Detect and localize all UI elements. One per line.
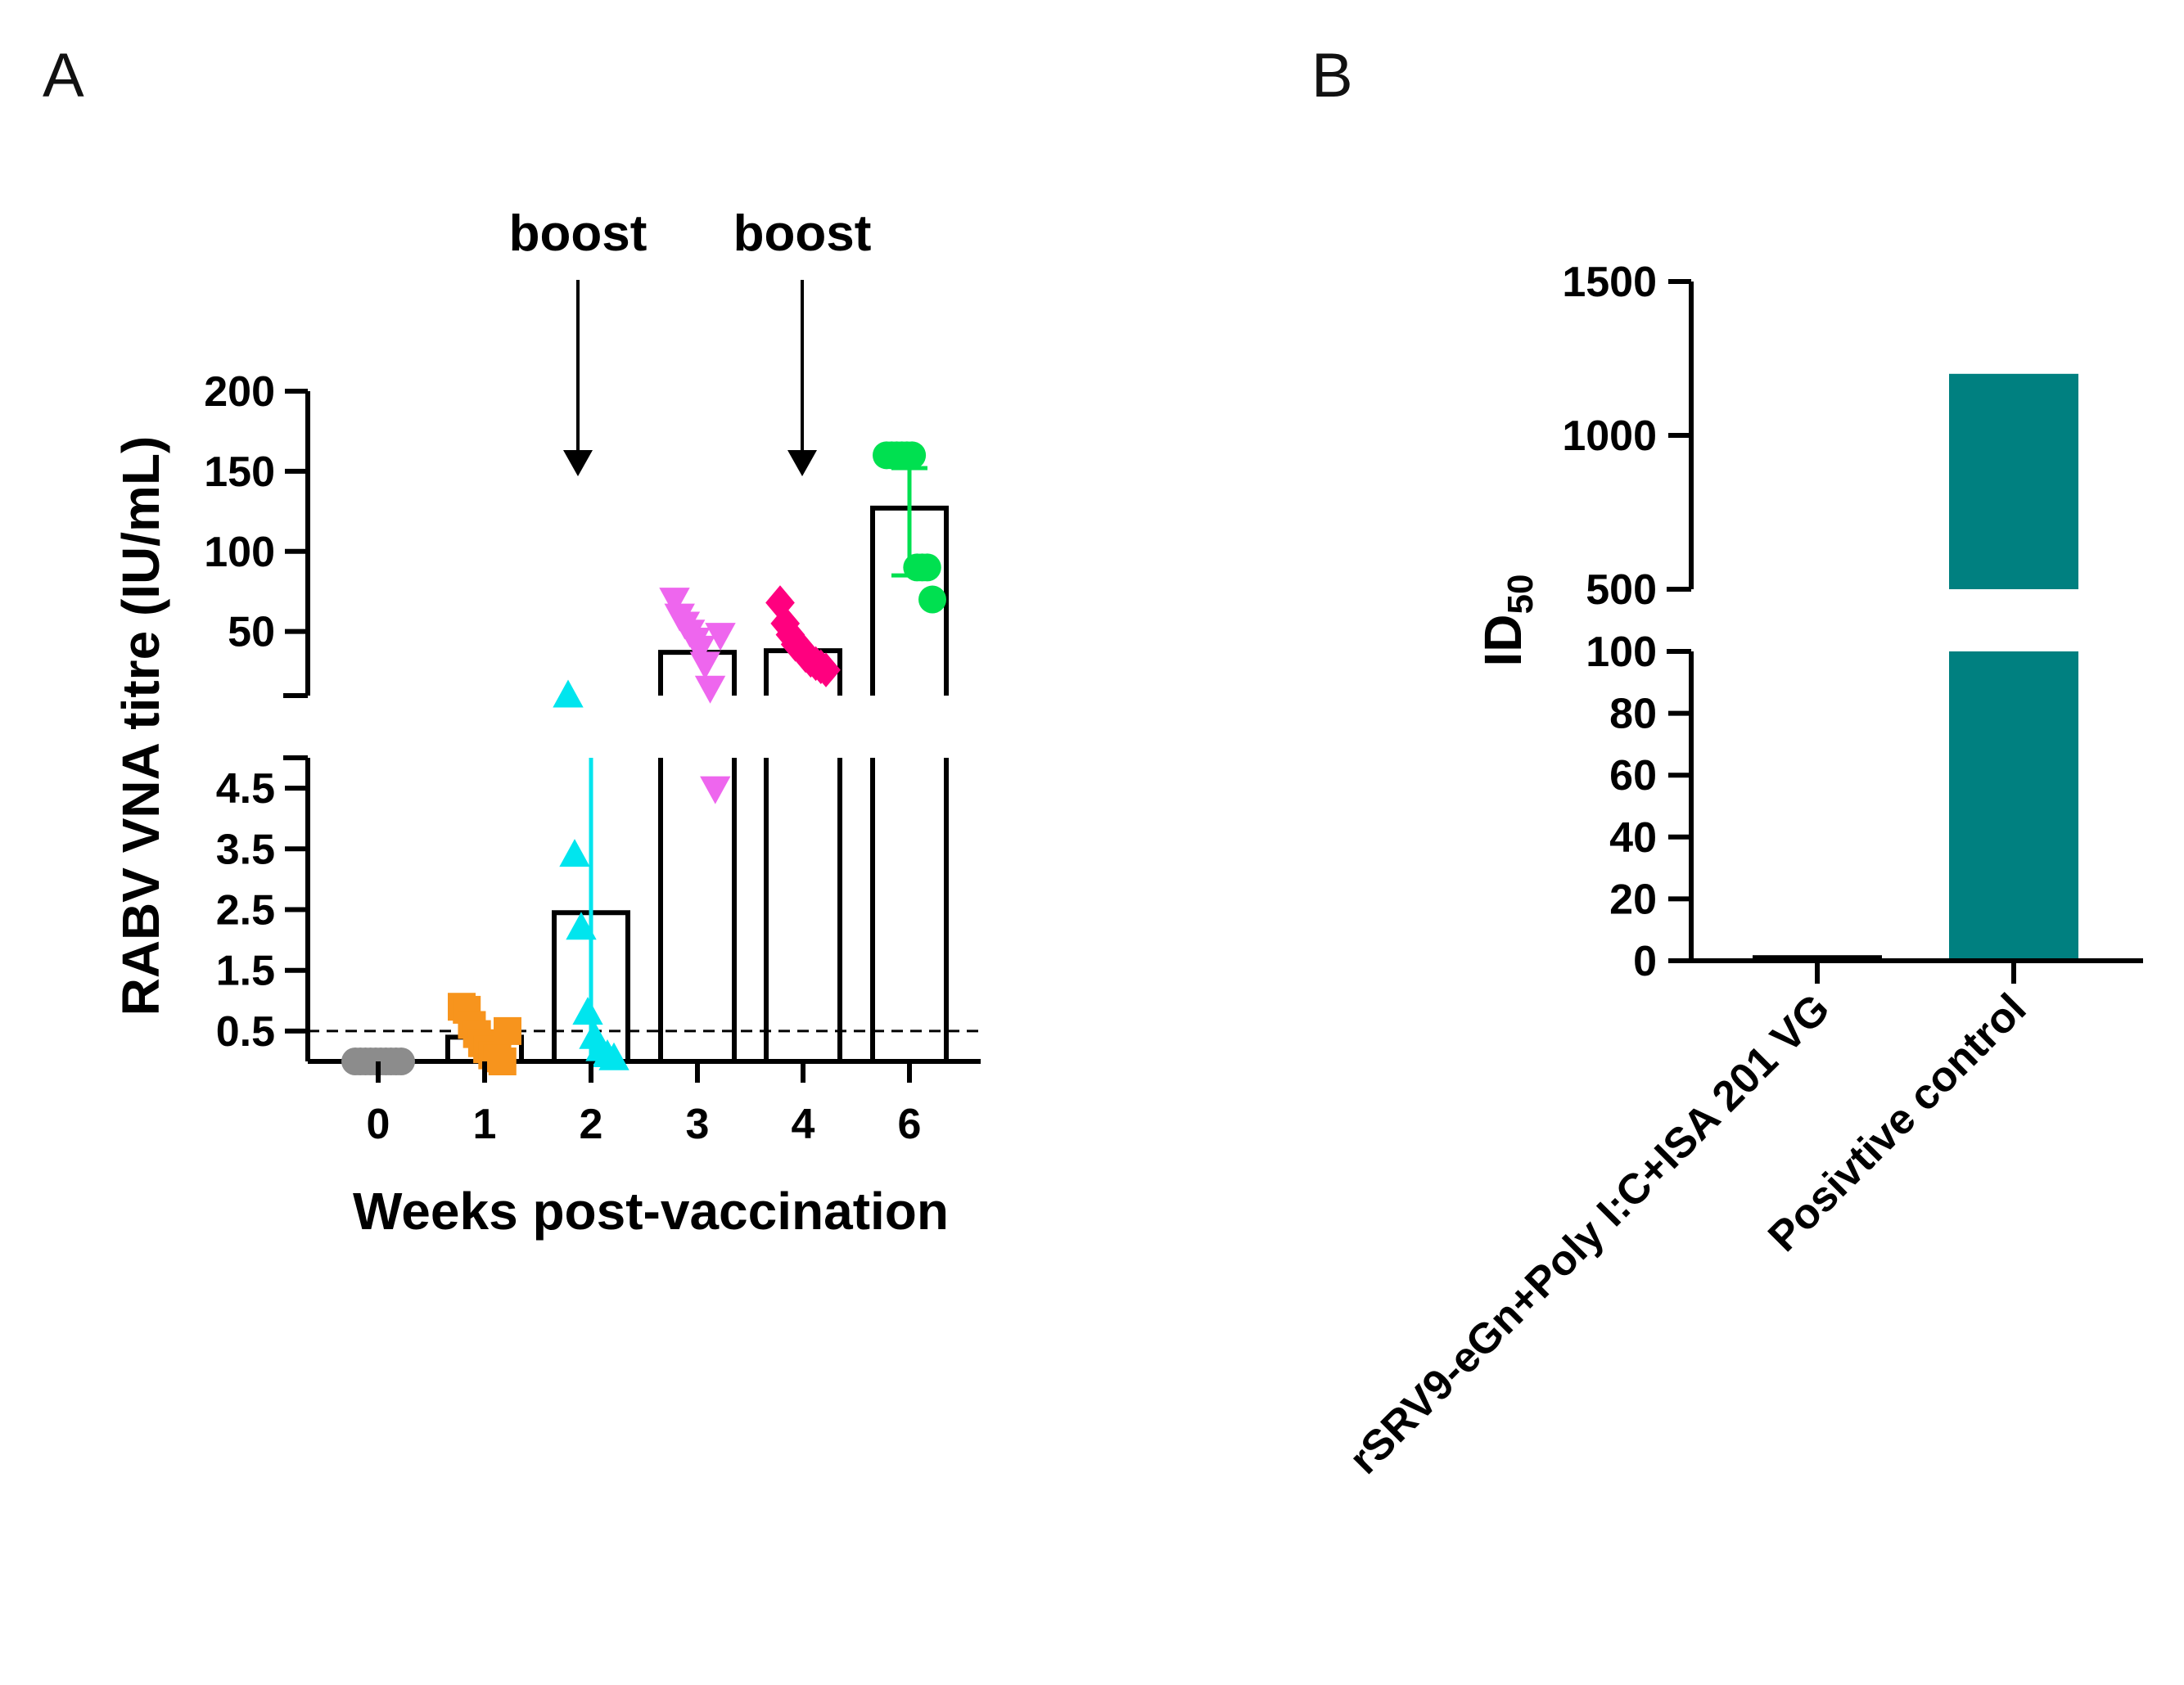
data-point — [694, 675, 726, 704]
y-tick-label: 20 — [1609, 876, 1657, 923]
panel-a-chart: 0.5 1.5 2.5 3.5 4.5 50 100 150 200 0 1 2 3 4 6 Weeks po… — [111, 205, 981, 1241]
data-point — [913, 553, 941, 582]
y-tick-label: 1000 — [1562, 412, 1657, 460]
boost-annotation: boost — [733, 205, 872, 476]
boost-arrow-head — [787, 450, 817, 476]
data-point — [659, 588, 690, 616]
data-point — [387, 1047, 415, 1075]
y-tick-label: 40 — [1609, 814, 1657, 862]
y-tick-label: 60 — [1609, 752, 1657, 800]
boost-arrow-head — [563, 450, 593, 476]
data-point — [572, 997, 603, 1025]
bar — [1949, 373, 2078, 589]
y-tick-label: 2.5 — [216, 887, 275, 935]
data-point — [598, 1042, 629, 1070]
y-axis-title: ID50 — [1473, 574, 1541, 667]
y-tick-label: 0.5 — [216, 1008, 275, 1056]
data-point — [494, 1016, 521, 1045]
x-tick-label: rSRV9-eGn+Poly I:C+ISA 201 VG — [1340, 984, 1839, 1483]
data-point — [553, 679, 584, 708]
panel-b-letter: B — [1311, 41, 1353, 110]
y-tick-label: 50 — [228, 609, 275, 656]
y-tick-label: 0 — [1633, 938, 1657, 985]
y-tick-label: 3.5 — [216, 826, 275, 873]
y-tick-label: 4.5 — [216, 765, 275, 813]
x-tick-label: 2 — [580, 1101, 603, 1148]
x-axis-title: Weeks post-vaccination — [353, 1182, 949, 1241]
boost-annotation: boost — [509, 205, 648, 476]
y-tick-label: 100 — [204, 529, 275, 576]
y-tick-label: 150 — [204, 448, 275, 496]
panel-a-letter: A — [43, 41, 84, 110]
boost-label: boost — [509, 205, 648, 262]
data-point — [811, 652, 841, 687]
data-point — [488, 1047, 517, 1075]
x-tick-label: 0 — [367, 1101, 390, 1148]
y-axis-title: RABV VNA titre (IU/mL) — [111, 436, 170, 1016]
data-point — [918, 585, 946, 614]
bar — [1949, 651, 2078, 958]
boost-label: boost — [733, 205, 872, 262]
data-point — [700, 776, 731, 804]
y-tick-label: 200 — [204, 368, 275, 416]
y-tick-label: 100 — [1586, 628, 1657, 676]
x-tick-label: 1 — [473, 1101, 497, 1148]
y-tick-label: 80 — [1609, 691, 1657, 738]
data-point — [689, 651, 721, 680]
bar — [1753, 955, 1882, 961]
data-point — [566, 912, 597, 940]
y-tick-label: 500 — [1586, 566, 1657, 614]
data-point — [684, 635, 715, 664]
x-tick-label: 6 — [898, 1101, 922, 1148]
x-tick-label: 4 — [792, 1101, 815, 1148]
y-tick-label: 1500 — [1562, 259, 1657, 306]
data-point — [705, 623, 736, 651]
data-point — [559, 839, 590, 867]
data-point — [898, 441, 927, 470]
x-tick-label: 3 — [686, 1101, 710, 1148]
panel-b-chart: 0 20 40 60 80 100 500 1000 1500 rSRV9-eGn+Poly I:… — [1340, 259, 2143, 1484]
y-tick-label: 1.5 — [216, 948, 275, 995]
